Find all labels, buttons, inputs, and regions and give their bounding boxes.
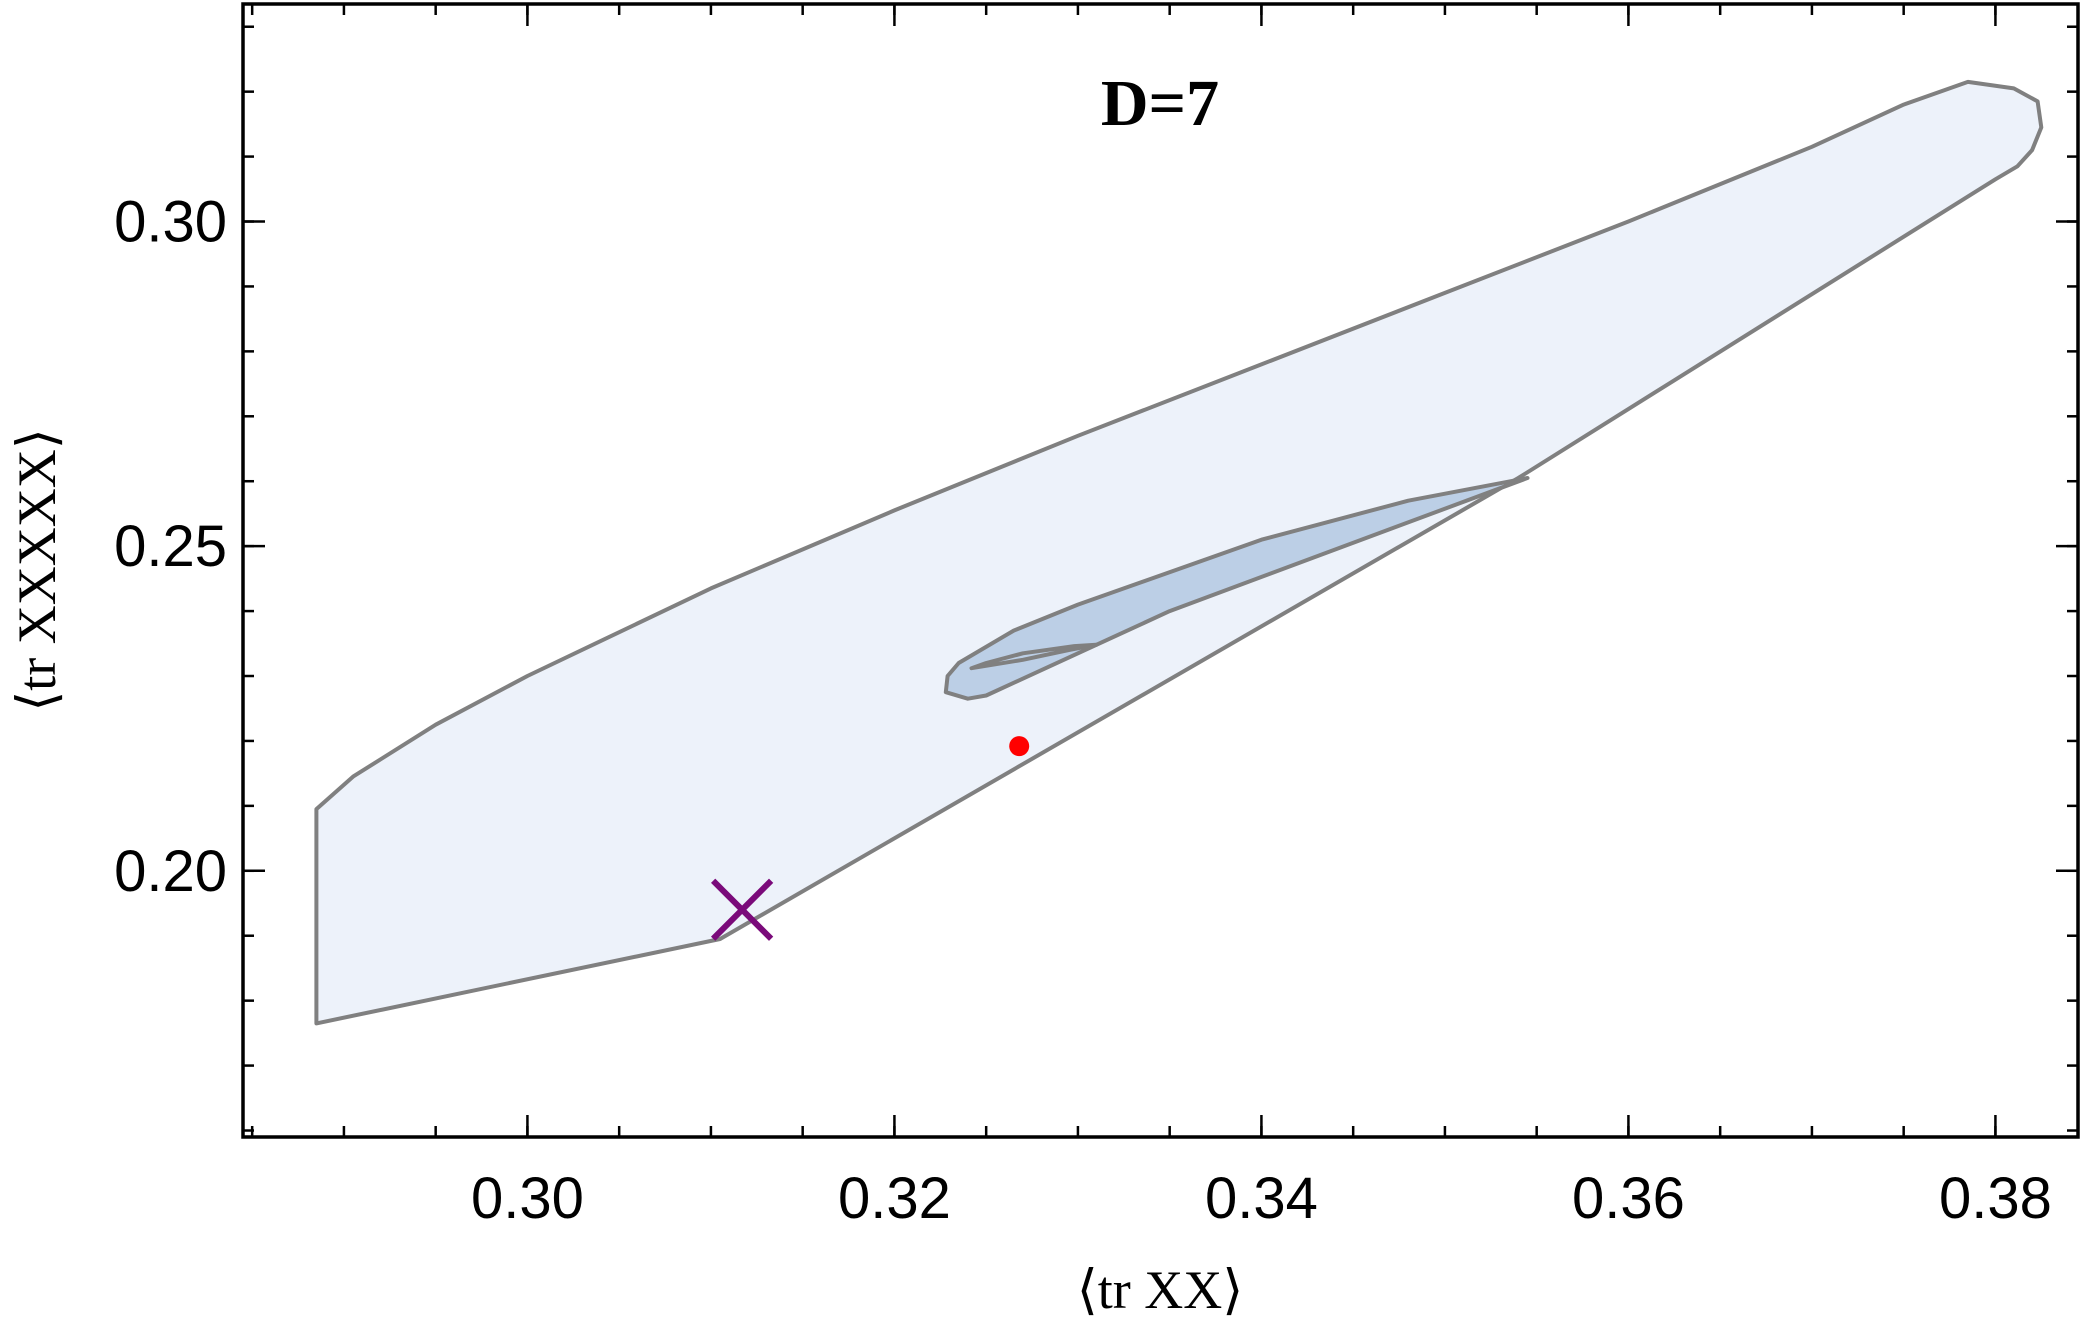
cross-marker bbox=[710, 878, 774, 941]
y-tick-label: 0.20 bbox=[114, 839, 227, 904]
x-tick-label: 0.30 bbox=[471, 1166, 584, 1231]
y-axis-label: ⟨tr XXXXX⟩ bbox=[7, 428, 67, 712]
y-tick-label: 0.25 bbox=[114, 514, 227, 579]
plot-frame bbox=[241, 2, 2080, 1139]
innermost-region bbox=[969, 642, 1099, 671]
cross-stroke bbox=[710, 878, 774, 941]
x-tick-label: 0.32 bbox=[838, 1166, 951, 1231]
outer-region bbox=[314, 79, 2044, 1026]
red-point-marker bbox=[1009, 736, 1030, 757]
y-tick-label: 0.30 bbox=[114, 190, 227, 255]
markers bbox=[710, 736, 1030, 941]
x-tick-label: 0.36 bbox=[1572, 1166, 1685, 1231]
chart-title: D=7 bbox=[1101, 67, 1219, 140]
x-tick-label: 0.38 bbox=[1939, 1166, 2052, 1231]
feasible-regions bbox=[314, 79, 2044, 1026]
axis-ticks: 0.30 0.32 0.34 0.36 0.38 0.20 0.25 0.30 bbox=[114, 4, 2078, 1231]
x-axis-label: ⟨tr XX⟩ bbox=[1077, 1260, 1244, 1320]
x-tick-label: 0.34 bbox=[1205, 1166, 1318, 1231]
